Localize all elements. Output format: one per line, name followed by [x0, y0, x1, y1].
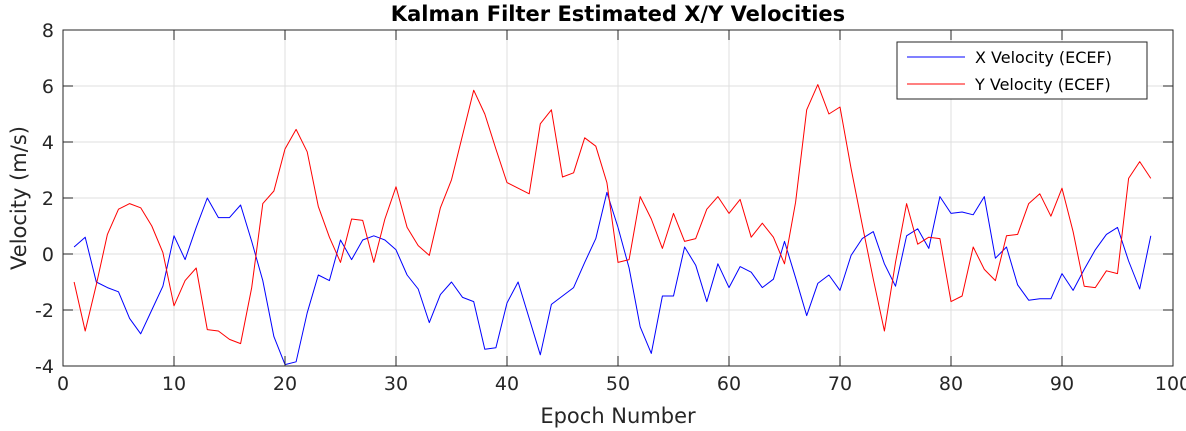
x-tick-label: 10: [162, 373, 186, 395]
x-tick-label: 70: [828, 373, 852, 395]
legend: X Velocity (ECEF) Y Velocity (ECEF): [896, 41, 1148, 100]
y-tick-label: 6: [42, 76, 54, 98]
y-tick-label: -2: [35, 300, 54, 322]
x-tick-label: 0: [57, 373, 69, 395]
y-tick-label: 2: [42, 188, 54, 210]
series-lines: [73, 84, 1152, 366]
x-axis-label: Epoch Number: [540, 404, 696, 428]
x-tick-label: 60: [717, 373, 741, 395]
y-tick-label: -4: [35, 356, 54, 378]
legend-label-x-velocity: X Velocity (ECEF): [975, 48, 1112, 67]
y-tick-label: 0: [42, 244, 54, 266]
x-tick-label: 30: [384, 373, 408, 395]
x-tick-label: 100: [1155, 373, 1186, 395]
x-tick-label: 20: [273, 373, 297, 395]
y-tick-label: 8: [42, 20, 54, 42]
legend-box: [896, 41, 1148, 100]
x-tick-label: 80: [939, 373, 963, 395]
y-tick-labels: -4 -2 0 2 4 6 8: [35, 20, 54, 378]
y-axis-label: Velocity (m/s): [7, 126, 31, 270]
y-tick-label: 4: [42, 132, 54, 154]
chart-title: Kalman Filter Estimated X/Y Velocities: [391, 2, 845, 26]
legend-label-y-velocity: Y Velocity (ECEF): [974, 75, 1111, 94]
x-tick-label: 40: [495, 373, 519, 395]
series-line-y-velocity: [73, 84, 1152, 345]
x-tick-label: 90: [1050, 373, 1074, 395]
series-line-x-velocity: [73, 191, 1152, 366]
x-tick-labels: 0 10 20 30 40 50 60 70 80 90 100: [57, 373, 1186, 395]
x-tick-label: 50: [606, 373, 630, 395]
tick-marks: [62, 29, 1174, 367]
